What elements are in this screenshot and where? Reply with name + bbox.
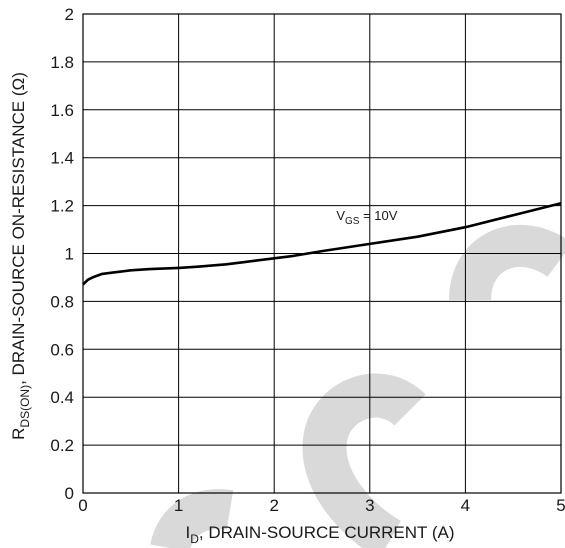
- x-axis-label-main: I: [185, 523, 190, 542]
- y-tick-label-0: 0: [65, 484, 74, 503]
- y-tick-label-10: 2: [65, 5, 74, 24]
- watermark-arc-bottom: [150, 489, 234, 548]
- y-tick-label-1: 0.2: [50, 436, 74, 455]
- plot-border: [82, 13, 562, 494]
- plot-frame: [82, 13, 562, 494]
- x-tick-label-1: 1: [174, 496, 183, 515]
- annotation-rest: = 10V: [359, 208, 397, 223]
- x-axis-label-sub: D: [190, 532, 199, 546]
- grid: [82, 13, 562, 494]
- y-tick-label-2: 0.4: [50, 388, 74, 407]
- watermark-s-shape: [302, 373, 426, 548]
- x-axis-label-rest: , DRAIN-SOURCE CURRENT (A): [199, 523, 455, 542]
- x-tick-label-3: 3: [365, 496, 374, 515]
- watermark: [150, 224, 565, 548]
- y-tick-label-7: 1.4: [50, 149, 74, 168]
- y-tick-label-8: 1.6: [50, 101, 74, 120]
- x-tick-label-5: 5: [556, 496, 565, 515]
- series-line-0: [82, 201, 562, 286]
- y-axis-label-main: R: [9, 428, 28, 440]
- y-tick-label-3: 0.6: [50, 340, 74, 359]
- x-tick-label-4: 4: [461, 496, 470, 515]
- y-tick-label-9: 1.8: [50, 53, 74, 72]
- x-axis-label: ID, DRAIN-SOURCE CURRENT (A): [185, 523, 454, 546]
- x-tick-label-2: 2: [269, 496, 278, 515]
- annotation-sub: GS: [345, 216, 360, 227]
- y-axis-label-rest: , DRAIN-SOURCE ON-RESISTANCE (Ω): [9, 72, 28, 385]
- series-layer: [82, 201, 562, 286]
- y-tick-label-6: 1.2: [50, 197, 74, 216]
- x-tick-label-0: 0: [78, 496, 87, 515]
- vgs-annotation: VGS = 10V: [336, 208, 397, 227]
- y-tick-label-4: 0.8: [50, 292, 74, 311]
- y-axis-label-sub: DS(ON): [18, 385, 32, 428]
- x-tick-labels: 0 1 2 3 4 5: [78, 496, 565, 515]
- y-tick-labels: 0 0.2 0.4 0.6 0.8 1 1.2 1.4 1.6 1.8 2: [50, 5, 74, 503]
- y-axis-label: RDS(ON), DRAIN-SOURCE ON-RESISTANCE (Ω): [9, 72, 32, 440]
- watermark-arc-right: [449, 224, 565, 302]
- annotation-main: V: [336, 208, 345, 223]
- y-tick-label-5: 1: [65, 245, 74, 264]
